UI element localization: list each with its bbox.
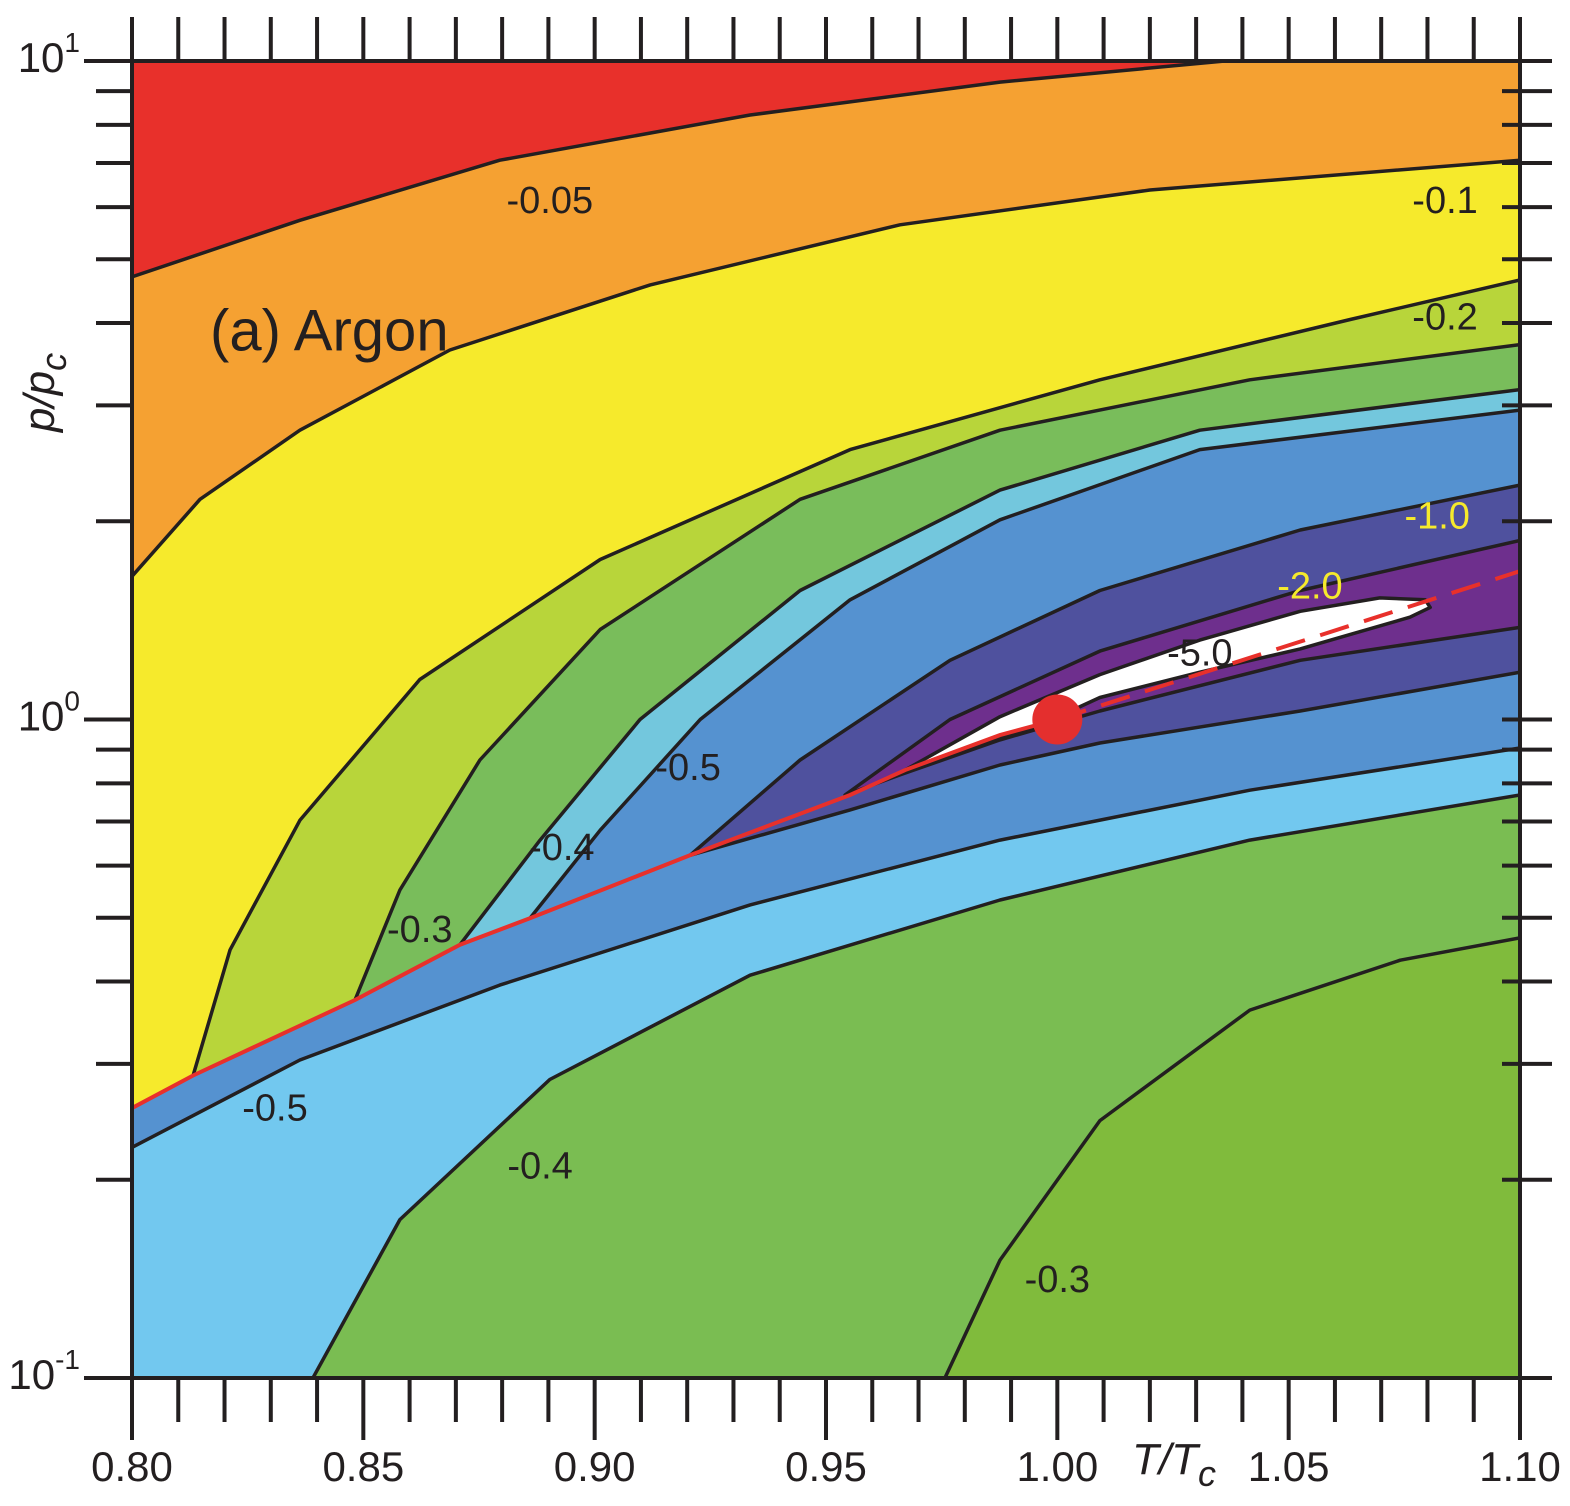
y-tick-exponent: 0: [64, 686, 80, 717]
x-tick-label: 1.05: [1248, 1443, 1330, 1490]
y-tick-label: 100: [18, 686, 80, 740]
x-axis-label-text: T/T: [1132, 1435, 1201, 1484]
x-tick-label: 0.85: [322, 1443, 404, 1490]
y-tick-base: 10: [18, 693, 65, 740]
contour-label: -0.4: [529, 827, 594, 869]
contour-line: [132, 158, 1520, 578]
contour-line: [311, 793, 1520, 1378]
y-tick-exponent: 1: [64, 27, 80, 58]
contour-label: -0.5: [655, 747, 720, 789]
x-tick-label: 1.00: [1016, 1443, 1098, 1490]
contour-line: [689, 670, 1520, 857]
contour-line: [132, 746, 1520, 1149]
y-tick-label: 101: [18, 27, 80, 81]
contour-label: -0.5: [242, 1087, 307, 1129]
x-tick-label: 1.10: [1479, 1443, 1561, 1490]
y-axis-label-subscript: c: [33, 353, 74, 371]
annotation: (a) Argon: [210, 298, 449, 363]
y-axis-label: p/pc: [15, 353, 74, 434]
contour-line: [528, 408, 1520, 920]
contour-label: -0.2: [1412, 297, 1477, 339]
contour-line: [943, 936, 1520, 1378]
contour-label: -0.3: [1025, 1259, 1090, 1301]
x-axis-label-subscript: c: [1198, 1453, 1216, 1494]
contour-label: -0.1: [1412, 180, 1477, 222]
x-tick-label: 0.95: [785, 1443, 867, 1490]
contour-line: [132, 61, 1225, 279]
contour-region: [132, 61, 1520, 1378]
x-tick-label: 0.90: [554, 1443, 636, 1490]
contour-label: -5.0: [1167, 633, 1232, 675]
contour-label: -1.0: [1404, 495, 1469, 537]
contour-line: [458, 387, 1520, 946]
x-axis-label: T/Tc: [1132, 1435, 1216, 1494]
y-tick-base: 10: [18, 34, 65, 81]
plot-area: [132, 61, 1520, 1378]
saturation-line: [131, 717, 1058, 1110]
contour-line: [191, 278, 1520, 1076]
overlay: -0.05 -0.1 -0.2 -0.5 -0.4 -0.3 -1.0 -2.0 -5.0 -0.…: [131, 180, 1521, 1301]
contour-line: [353, 342, 1520, 1001]
contour-label: -0.4: [507, 1146, 572, 1188]
y-axis-label-text: p/p: [15, 371, 64, 434]
y-tick-exponent: -1: [55, 1344, 80, 1375]
x-tick-label: 0.80: [91, 1443, 173, 1490]
extension-line: [1056, 569, 1521, 722]
critical-point: [1032, 694, 1083, 745]
contour-line: [688, 483, 1520, 857]
y-tick-base: 10: [8, 1351, 55, 1398]
contour-label: -0.05: [506, 180, 593, 222]
contour-label: -0.3: [387, 909, 452, 951]
contour-label: -2.0: [1277, 566, 1342, 608]
y-tick-label: 10-1: [8, 1344, 80, 1398]
